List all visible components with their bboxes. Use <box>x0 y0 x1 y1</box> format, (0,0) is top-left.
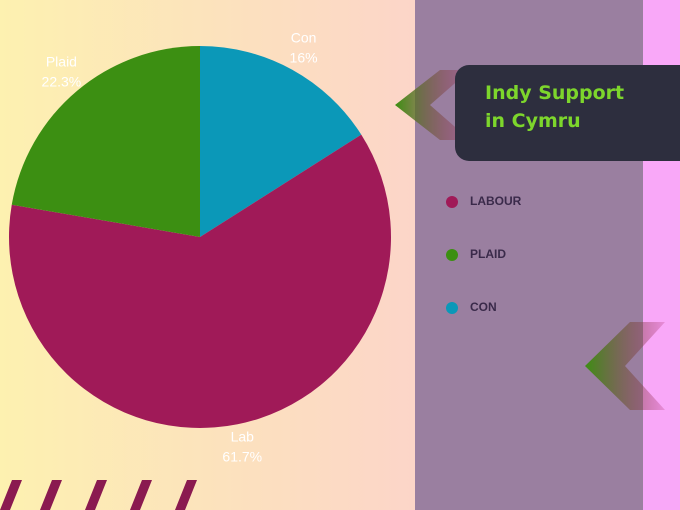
slice-value-label: 61.7% <box>222 449 262 465</box>
slice-label: Lab <box>231 429 255 445</box>
slice <box>8 134 391 429</box>
title-card: Indy Support in Cymru <box>455 65 680 161</box>
pie: Con 16% Lab 61.7% Plaid 22.3% <box>8 29 391 465</box>
slice <box>200 46 362 237</box>
chevron <box>585 322 665 410</box>
slice <box>11 46 200 237</box>
stripes <box>0 480 197 510</box>
chart-title: Indy Support in Cymru <box>485 82 625 132</box>
slice-value-label: 16% <box>290 49 318 65</box>
legend-marker <box>446 249 458 261</box>
slice-label: Plaid <box>46 53 77 69</box>
legend-label: PLAID <box>470 247 506 261</box>
legend-label: LABOUR <box>470 194 522 208</box>
legend: LABOUR PLAID CON <box>446 194 522 314</box>
slice-label: Con <box>291 29 317 45</box>
legend-marker <box>446 302 458 314</box>
legend-marker <box>446 196 458 208</box>
slice-value-label: 22.3% <box>42 73 82 89</box>
legend-label: CON <box>470 300 497 314</box>
chevron <box>395 70 470 140</box>
